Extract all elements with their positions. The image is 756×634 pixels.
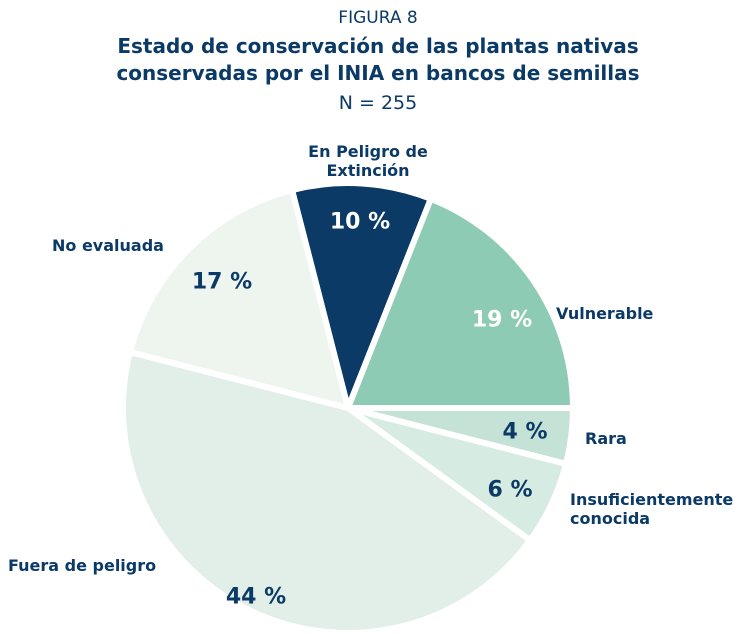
chart-subtitle: N = 255: [338, 92, 418, 114]
category-label: Vulnerable: [556, 304, 654, 323]
pie-slice: [289, 180, 434, 411]
pie-slice: [127, 187, 351, 411]
value-label: 44 %: [225, 584, 287, 610]
value-label: 19 %: [471, 307, 533, 333]
category-label: Rara: [585, 429, 627, 448]
figure-label: FIGURA 8: [338, 8, 418, 28]
value-label: 17 %: [191, 269, 253, 295]
pie-slice: [120, 349, 534, 634]
category-label: Fuera de peligro: [8, 556, 157, 575]
category-label: En Peligro de Extinción: [308, 142, 428, 180]
value-label: 6 %: [487, 477, 533, 503]
category-label: No evaluada: [52, 236, 164, 255]
value-label: 10 %: [329, 209, 391, 235]
category-label: Insuficientemente conocida: [570, 490, 734, 528]
chart-title: Estado de conservación de las plantas na…: [116, 34, 640, 85]
pie-slice: [345, 195, 576, 411]
value-label: 4 %: [502, 419, 548, 445]
